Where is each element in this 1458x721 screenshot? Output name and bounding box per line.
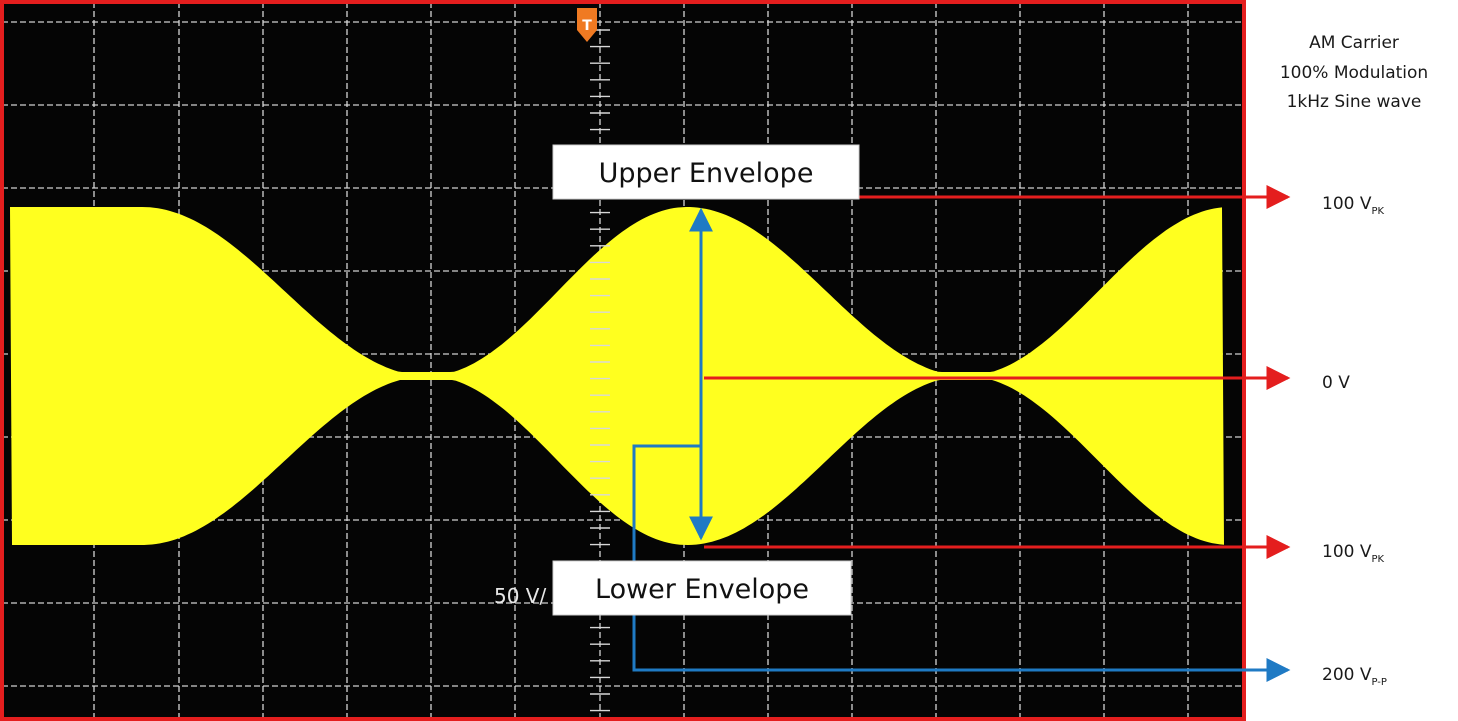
measurement-arrows: [632, 185, 1291, 682]
caption-line-2: 100% Modulation: [1280, 63, 1428, 83]
caption-line-1: AM Carrier: [1309, 33, 1399, 53]
zero-volt-label: 0 V: [1322, 373, 1350, 393]
trigger-marker: T: [577, 8, 597, 42]
peak-to-peak-leader: [632, 444, 1291, 682]
trigger-marker-label: T: [582, 18, 592, 34]
caption-line-3: 1kHz Sine wave: [1287, 92, 1422, 112]
lower-envelope-box: [552, 560, 852, 616]
vertical-scale-label: 50 V/: [494, 584, 546, 608]
measurement-labels: 100 VPK 0 V 100 VPK 200 VP-P: [1322, 194, 1387, 688]
screen-border: [0, 0, 1246, 721]
lower-envelope-label: Lower Envelope: [595, 574, 809, 605]
upper-envelope-callout: Upper Envelope: [552, 144, 860, 200]
upper-envelope-label: Upper Envelope: [599, 158, 814, 189]
upper-envelope-box: [552, 144, 860, 200]
peak-to-peak-label: 200 VP-P: [1322, 665, 1387, 688]
am-signal-trace: [10, 207, 1224, 545]
upper-peak-label: 100 VPK: [1322, 194, 1385, 217]
lower-envelope-callout: Lower Envelope: [552, 560, 852, 616]
signal-caption: AM Carrier 100% Modulation 1kHz Sine wav…: [1280, 33, 1428, 112]
lower-peak-label: 100 VPK: [1322, 542, 1385, 565]
